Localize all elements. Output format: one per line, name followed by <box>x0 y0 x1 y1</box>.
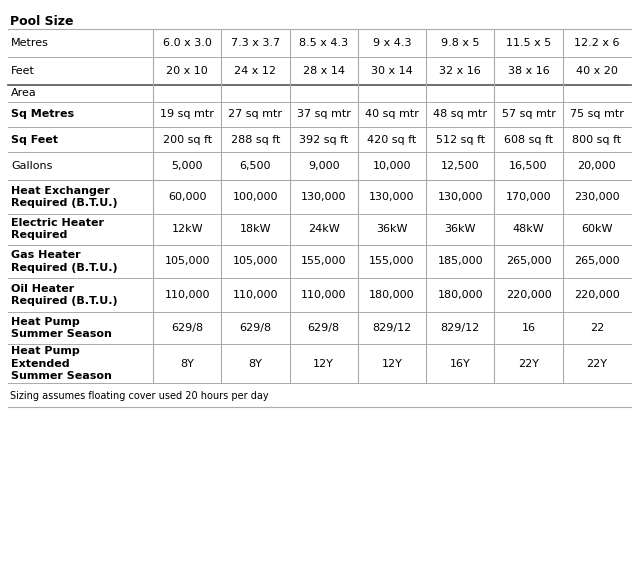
Text: 9,000: 9,000 <box>308 161 339 171</box>
Text: 12Y: 12Y <box>381 359 403 368</box>
Text: Area: Area <box>11 88 37 98</box>
Text: 60kW: 60kW <box>581 224 613 234</box>
Text: 105,000: 105,000 <box>233 257 278 267</box>
Text: 36kW: 36kW <box>445 224 476 234</box>
Text: 170,000: 170,000 <box>505 192 551 202</box>
Text: Gas Heater
Required (B.T.U.): Gas Heater Required (B.T.U.) <box>11 250 118 272</box>
Text: 130,000: 130,000 <box>438 192 483 202</box>
Text: Sq Metres: Sq Metres <box>11 109 74 119</box>
Text: Oil Heater
Required (B.T.U.): Oil Heater Required (B.T.U.) <box>11 284 118 306</box>
Text: 629/8: 629/8 <box>240 323 272 333</box>
Text: 629/8: 629/8 <box>171 323 203 333</box>
Text: 130,000: 130,000 <box>301 192 346 202</box>
Text: 6.0 x 3.0: 6.0 x 3.0 <box>163 38 212 48</box>
Text: 110,000: 110,000 <box>301 290 346 300</box>
Text: Electric Heater
Required: Electric Heater Required <box>11 218 104 240</box>
Text: 36kW: 36kW <box>376 224 408 234</box>
Text: 57 sq mtr: 57 sq mtr <box>502 109 555 119</box>
Text: 392 sq ft: 392 sq ft <box>299 134 348 144</box>
Text: 608 sq ft: 608 sq ft <box>504 134 553 144</box>
Text: 800 sq ft: 800 sq ft <box>573 134 621 144</box>
Text: 629/8: 629/8 <box>307 323 340 333</box>
Text: 75 sq mtr: 75 sq mtr <box>570 109 624 119</box>
Text: 16Y: 16Y <box>450 359 471 368</box>
Text: 12Y: 12Y <box>313 359 334 368</box>
Text: 11.5 x 5: 11.5 x 5 <box>506 38 551 48</box>
Text: 20 x 10: 20 x 10 <box>166 66 208 76</box>
Text: 105,000: 105,000 <box>164 257 210 267</box>
Text: 180,000: 180,000 <box>438 290 483 300</box>
Text: 20,000: 20,000 <box>578 161 616 171</box>
Text: Sizing assumes floating cover used 20 hours per day: Sizing assumes floating cover used 20 ho… <box>10 391 268 401</box>
Text: 265,000: 265,000 <box>574 257 620 267</box>
Text: 40 x 20: 40 x 20 <box>576 66 618 76</box>
Text: 155,000: 155,000 <box>369 257 415 267</box>
Text: Pool Size: Pool Size <box>10 15 73 28</box>
Text: 48 sq mtr: 48 sq mtr <box>433 109 488 119</box>
Text: 200 sq ft: 200 sq ft <box>162 134 212 144</box>
Text: 9.8 x 5: 9.8 x 5 <box>441 38 479 48</box>
Text: 60,000: 60,000 <box>168 192 206 202</box>
Text: 38 x 16: 38 x 16 <box>508 66 550 76</box>
Text: 512 sq ft: 512 sq ft <box>436 134 485 144</box>
Text: Feet: Feet <box>11 66 35 76</box>
Text: 16: 16 <box>521 323 535 333</box>
Text: 22Y: 22Y <box>518 359 539 368</box>
Text: 18kW: 18kW <box>240 224 271 234</box>
Text: 180,000: 180,000 <box>369 290 415 300</box>
Text: 32 x 16: 32 x 16 <box>440 66 481 76</box>
Text: 220,000: 220,000 <box>574 290 620 300</box>
Text: 100,000: 100,000 <box>233 192 278 202</box>
Text: 6,500: 6,500 <box>240 161 271 171</box>
Text: 12,500: 12,500 <box>441 161 480 171</box>
Text: 110,000: 110,000 <box>164 290 210 300</box>
Text: 40 sq mtr: 40 sq mtr <box>365 109 419 119</box>
Text: 265,000: 265,000 <box>505 257 551 267</box>
Text: Metres: Metres <box>11 38 49 48</box>
Text: 8Y: 8Y <box>249 359 263 368</box>
Text: Heat Pump
Extended
Summer Season: Heat Pump Extended Summer Season <box>11 346 112 381</box>
Text: 7.3 x 3.7: 7.3 x 3.7 <box>231 38 280 48</box>
Text: 829/12: 829/12 <box>441 323 480 333</box>
Text: 27 sq mtr: 27 sq mtr <box>228 109 282 119</box>
Text: 230,000: 230,000 <box>574 192 620 202</box>
Text: 24 x 12: 24 x 12 <box>235 66 277 76</box>
Text: Gallons: Gallons <box>11 161 52 171</box>
Text: 12.2 x 6: 12.2 x 6 <box>574 38 620 48</box>
Text: Heat Pump
Summer Season: Heat Pump Summer Season <box>11 317 112 339</box>
Text: 16,500: 16,500 <box>509 161 548 171</box>
Text: 22Y: 22Y <box>587 359 607 368</box>
Text: 220,000: 220,000 <box>505 290 551 300</box>
Text: 829/12: 829/12 <box>373 323 412 333</box>
Text: 288 sq ft: 288 sq ft <box>231 134 280 144</box>
Text: 420 sq ft: 420 sq ft <box>367 134 417 144</box>
Text: 155,000: 155,000 <box>301 257 346 267</box>
Text: 24kW: 24kW <box>308 224 339 234</box>
Text: 5,000: 5,000 <box>171 161 203 171</box>
Text: 30 x 14: 30 x 14 <box>371 66 413 76</box>
Text: 37 sq mtr: 37 sq mtr <box>296 109 351 119</box>
Text: 48kW: 48kW <box>512 224 544 234</box>
Text: Sq Feet: Sq Feet <box>11 134 58 144</box>
Text: 19 sq mtr: 19 sq mtr <box>160 109 214 119</box>
Text: 28 x 14: 28 x 14 <box>303 66 344 76</box>
Text: 8Y: 8Y <box>180 359 194 368</box>
Text: 130,000: 130,000 <box>369 192 415 202</box>
Text: 110,000: 110,000 <box>233 290 278 300</box>
Text: Heat Exchanger
Required (B.T.U.): Heat Exchanger Required (B.T.U.) <box>11 186 118 208</box>
Text: 9 x 4.3: 9 x 4.3 <box>373 38 412 48</box>
Text: 12kW: 12kW <box>171 224 203 234</box>
Text: 22: 22 <box>590 323 604 333</box>
Text: 185,000: 185,000 <box>438 257 483 267</box>
Text: 10,000: 10,000 <box>373 161 412 171</box>
Text: 8.5 x 4.3: 8.5 x 4.3 <box>299 38 348 48</box>
